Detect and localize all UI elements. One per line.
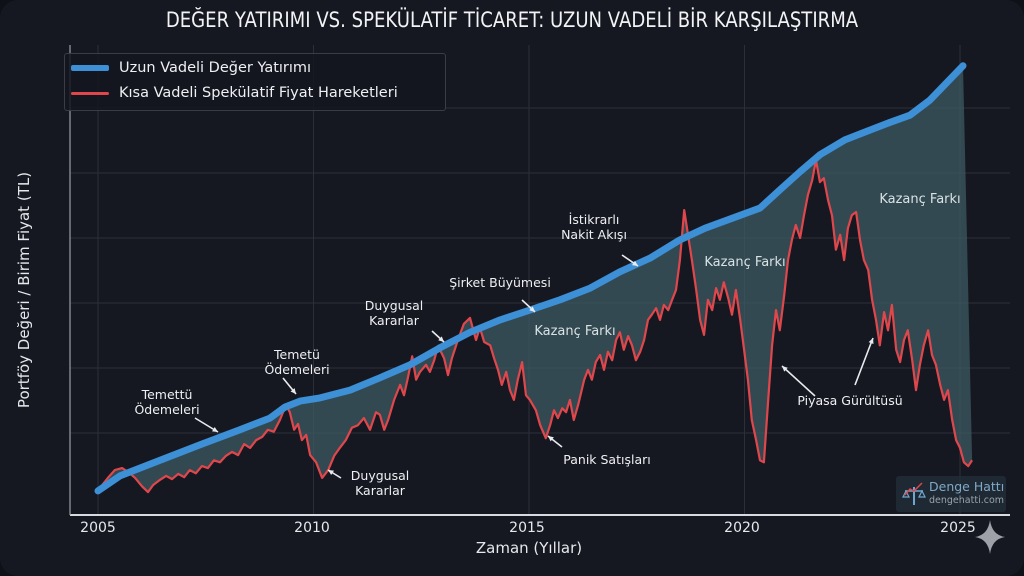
gain-gap-label: Kazanç Farkı: [534, 324, 616, 339]
x-tick-label: 2015: [509, 520, 545, 536]
legend-swatch-red: [71, 91, 109, 95]
value-investing-line: [94, 62, 967, 495]
gain-gap-label: Kazanç Farkı: [704, 255, 786, 270]
legend-item-value-investing: Uzun Vadeli Değer Yatırımı: [71, 60, 311, 76]
x-tick-label: 2010: [294, 520, 330, 536]
legend-item-speculative: Kısa Vadeli Spekülatif Fiyat Hareketleri: [71, 85, 398, 101]
x-tick-label: 2025: [940, 520, 976, 536]
speculative-price-line: [97, 158, 974, 494]
watermark-url: dengehatti.com: [929, 495, 1005, 506]
x-tick-label: 2005: [80, 520, 116, 536]
legend: Uzun Vadeli Değer Yatırımı Kısa Vadeli S…: [64, 53, 446, 111]
annotation-label: İstikrarlı Nakit Akışı: [561, 212, 627, 242]
annotation-label: Duygusal Kararlar: [350, 468, 410, 498]
chart-title: DEĞER YATIRIMI VS. SPEKÜLATİF TİCARET: U…: [165, 8, 859, 32]
x-axis-label: Zaman (Yıllar): [475, 539, 583, 557]
legend-swatch-blue: [71, 65, 109, 71]
annotation-label: Duygusal Kararlar: [364, 298, 424, 328]
watermark-logo: Denge Hattı dengehatti.com: [896, 476, 1006, 512]
annotation-arrows: [194, 254, 874, 479]
annotation-label: Şirket Büyümesi: [449, 275, 551, 290]
annotation-label: Temetü Ödemeleri: [264, 347, 330, 377]
watermark-name: Denge Hattı: [929, 479, 1005, 494]
annotation-label: Panik Satışları: [563, 452, 651, 467]
legend-label: Kısa Vadeli Spekülatif Fiyat Hareketleri: [119, 85, 398, 101]
sparkle-icon: [975, 520, 1005, 554]
annotation-label: Piyasa Gürültüsü: [797, 393, 903, 408]
x-tick-label: 2020: [724, 520, 760, 536]
annotation-label: Temettü Ödemeleri: [134, 387, 200, 417]
legend-label: Uzun Vadeli Değer Yatırımı: [119, 60, 312, 76]
balance-scale-icon: [902, 482, 926, 505]
y-axis-label: Portföy Değeri / Birim Fiyat (TL): [15, 171, 33, 409]
gain-gap-fill: [98, 65, 973, 493]
gain-gap-label: Kazanç Farkı: [879, 192, 961, 207]
